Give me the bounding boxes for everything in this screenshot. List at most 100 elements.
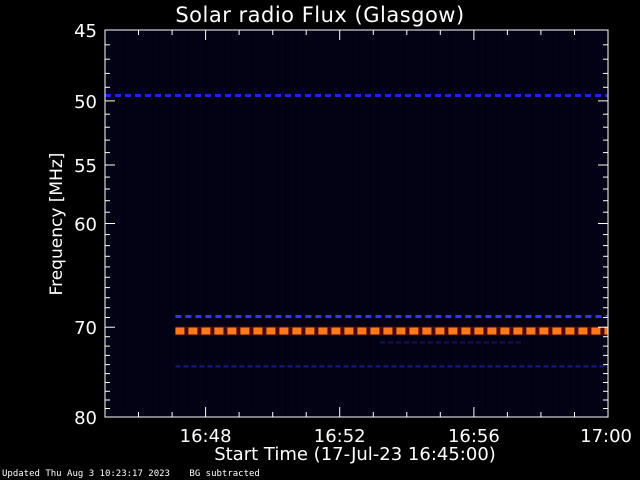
emission-band-segment (555, 315, 562, 318)
emission-band-segment (205, 315, 212, 318)
noise-stripe (136, 32, 138, 415)
emission-band-segment (263, 365, 269, 368)
noise-stripe (400, 32, 402, 415)
emission-band-segment (345, 315, 352, 318)
y-axis-label: Frequency [MHz] (47, 152, 67, 296)
emission-band-segment (255, 94, 261, 97)
emission-band-segment (526, 327, 536, 335)
emission-band-segment (255, 365, 261, 368)
emission-band-segment (420, 341, 425, 344)
emission-band-segment (495, 315, 502, 318)
emission-band-segment (525, 94, 531, 97)
emission-band-segment (485, 94, 491, 97)
emission-band-segment (575, 365, 581, 368)
noise-stripe (527, 32, 529, 415)
emission-band-segment (452, 341, 457, 344)
emission-band-segment (415, 94, 421, 97)
noise-stripe (582, 32, 584, 415)
emission-band-segment (605, 94, 608, 97)
emission-band-segment (344, 327, 354, 335)
updated-timestamp: Updated Thu Aug 3 10:23:17 2023 (2, 469, 170, 479)
emission-band-segment (409, 327, 419, 335)
emission-band-segment (475, 315, 482, 318)
emission-band-segment (425, 94, 431, 97)
emission-band-segment (327, 365, 333, 368)
emission-band-segment (585, 315, 592, 318)
x-axis-label: Start Time (17-Jul-23 16:45:00) (214, 444, 496, 465)
emission-band-segment (463, 365, 469, 368)
emission-band-segment (511, 365, 517, 368)
emission-band-segment (195, 315, 202, 318)
emission-band-segment (508, 341, 513, 344)
emission-band-segment (513, 327, 523, 335)
emission-band-segment (325, 94, 331, 97)
emission-band-segment (175, 94, 181, 97)
emission-band-segment (605, 315, 608, 318)
noise-stripe (445, 32, 447, 415)
emission-band-segment (325, 315, 332, 318)
emission-band-segment (412, 341, 417, 344)
emission-band-segment (265, 94, 271, 97)
emission-band-segment (515, 94, 521, 97)
emission-band-segment (415, 365, 421, 368)
emission-band-segment (375, 365, 381, 368)
noise-stripe (418, 32, 420, 415)
emission-band-segment (455, 315, 462, 318)
emission-band-segment (175, 327, 185, 335)
noise-stripe (372, 32, 375, 415)
emission-band-segment (145, 94, 151, 97)
noise-stripe (463, 32, 466, 415)
emission-band-segment (428, 341, 433, 344)
emission-band-segment (445, 94, 451, 97)
footer: Updated Thu Aug 3 10:23:17 2023 BG subtr… (2, 469, 274, 479)
emission-band-segment (439, 365, 445, 368)
emission-band-segment (183, 365, 189, 368)
emission-band-segment (525, 315, 532, 318)
emission-band-segment (476, 341, 481, 344)
emission-band-segment (492, 341, 497, 344)
noise-stripe (391, 32, 393, 415)
emission-band-segment (295, 365, 301, 368)
noise-stripe (154, 32, 156, 415)
emission-band-segment (225, 94, 231, 97)
emission-band-segment (515, 315, 522, 318)
emission-band-segment (227, 327, 237, 335)
emission-band-segment (207, 365, 213, 368)
emission-band-segment (599, 365, 605, 368)
emission-band-segment (359, 365, 365, 368)
emission-band-segment (435, 315, 442, 318)
emission-band-segment (455, 94, 461, 97)
emission-band-segment (460, 341, 465, 344)
emission-band-segment (215, 315, 222, 318)
noise-stripe (209, 32, 211, 415)
noise-stripe (354, 32, 356, 415)
emission-band-segment (505, 315, 512, 318)
emission-band-segment (575, 315, 582, 318)
emission-band-segment (365, 94, 371, 97)
y-tick-label: 70 (74, 318, 97, 339)
emission-band-segment (396, 327, 406, 335)
emission-band-segment (383, 365, 389, 368)
emission-band-segment (245, 94, 251, 97)
noise-stripe (554, 32, 557, 415)
background-note: BG subtracted (189, 469, 260, 479)
emission-band-segment (305, 315, 312, 318)
emission-band-segment (201, 327, 211, 335)
emission-band-segment (422, 327, 432, 335)
emission-band-segment (461, 327, 471, 335)
emission-band-segment (559, 365, 565, 368)
noise-stripe (409, 32, 411, 415)
emission-band-segment (545, 94, 551, 97)
noise-stripe (536, 32, 538, 415)
noise-stripe (227, 32, 229, 415)
noise-stripe (473, 32, 475, 415)
emission-band-segment (385, 315, 392, 318)
emission-band-segment (240, 327, 250, 335)
emission-band-segment (287, 365, 293, 368)
emission-band-segment (375, 315, 382, 318)
emission-band-segment (399, 365, 405, 368)
y-tick-label: 80 (74, 408, 97, 429)
emission-band-segment (355, 315, 362, 318)
emission-band-segment (455, 365, 461, 368)
